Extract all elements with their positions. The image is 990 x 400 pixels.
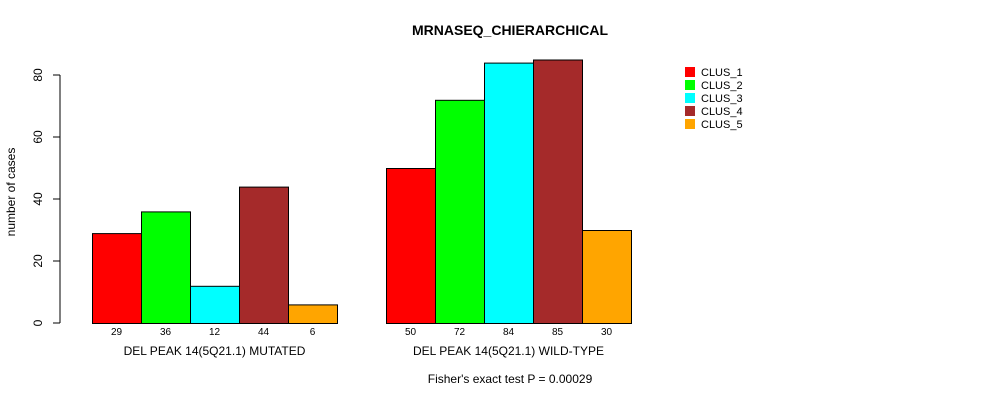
bar-count-label: 84 — [503, 327, 515, 338]
legend-swatch-clus_4 — [685, 106, 695, 116]
chart-title: MRNASEQ_CHIERARCHICAL — [412, 22, 608, 38]
y-axis-label: number of cases — [4, 148, 18, 237]
bar-count-label: 29 — [111, 327, 123, 338]
y-tick-label: 40 — [31, 192, 45, 206]
bar-clus_1-group-2 — [386, 168, 436, 324]
y-tick-label: 0 — [31, 319, 45, 326]
bar-count-label: 12 — [209, 327, 221, 338]
bar-clus_5-group-1 — [288, 304, 338, 324]
bar-clus_3-group-1 — [190, 285, 240, 324]
group-labels: DEL PEAK 14(5Q21.1) MUTATED DEL PEAK 14(5… — [124, 344, 604, 358]
y-tick-label: 20 — [31, 254, 45, 268]
legend-label-clus_5: CLUS_5 — [701, 119, 743, 131]
group-label: DEL PEAK 14(5Q21.1) MUTATED — [124, 344, 306, 358]
bar-count-label: 72 — [454, 327, 466, 338]
bar-clus_2-group-2 — [435, 99, 485, 324]
bar-clus_4-group-1 — [239, 186, 289, 324]
y-tick-label: 60 — [31, 130, 45, 144]
bar-count-labels: 29 36 12 44 6 50 72 84 85 30 — [111, 327, 613, 338]
bar-count-label: 30 — [601, 327, 613, 338]
legend-swatch-clus_5 — [685, 119, 695, 129]
legend-swatch-clus_2 — [685, 80, 695, 90]
bars — [92, 59, 632, 325]
legend-label-clus_2: CLUS_2 — [701, 80, 743, 92]
y-axis: 0 20 40 60 80 — [31, 68, 61, 326]
bar-count-label: 6 — [310, 327, 316, 338]
bar-clus_2-group-1 — [141, 211, 191, 324]
bar-count-label: 50 — [405, 327, 417, 338]
legend-label-clus_1: CLUS_1 — [701, 67, 743, 79]
legend-swatch-clus_3 — [685, 93, 695, 103]
bar-count-label: 44 — [258, 327, 270, 338]
bar-count-label: 36 — [160, 327, 172, 338]
bar-count-label: 85 — [552, 327, 564, 338]
legend-swatch-clus_1 — [685, 67, 695, 77]
bar-clus_1-group-1 — [92, 233, 142, 325]
bar-clus_4-group-2 — [533, 59, 583, 324]
group-label: DEL PEAK 14(5Q21.1) WILD-TYPE — [413, 344, 604, 358]
legend-label-clus_3: CLUS_3 — [701, 93, 743, 105]
bar-clus_3-group-2 — [484, 62, 534, 324]
bar-clus_5-group-2 — [582, 230, 632, 324]
legend-label-clus_4: CLUS_4 — [701, 106, 743, 118]
footnote: Fisher's exact test P = 0.00029 — [428, 372, 593, 386]
y-tick-label: 80 — [31, 68, 45, 82]
